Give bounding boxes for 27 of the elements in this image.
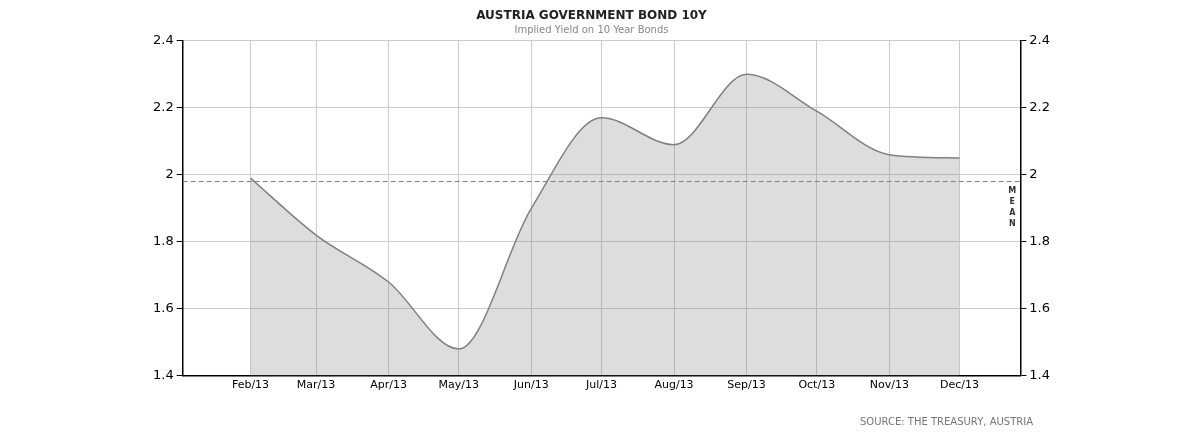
x-tick-label: Aug/13 — [654, 378, 694, 392]
y2-tick-label: 2.4 — [1029, 32, 1051, 48]
x-tick-label: Sep/13 — [727, 378, 766, 392]
x-tick-label: Dec/13 — [939, 378, 979, 392]
x-tick-label: Jul/13 — [585, 378, 617, 392]
y2-tick-label: 1.4 — [1029, 367, 1051, 383]
x-tick-label: Feb/13 — [231, 378, 270, 392]
y-tick-label: 2 — [165, 166, 174, 182]
x-tick-label: Jun/13 — [512, 378, 549, 392]
y-tick-label: 2.4 — [152, 32, 174, 48]
y-tick-label: 1.4 — [152, 367, 174, 383]
y-tick-label: 2.2 — [152, 99, 174, 115]
x-tick-label: Apr/13 — [370, 378, 407, 392]
y2-tick-label: 2.2 — [1029, 99, 1051, 115]
ref-line-label: MEAN — [1008, 185, 1017, 228]
y2-tick-label: 1.8 — [1029, 233, 1051, 249]
x-tick-label: Nov/13 — [869, 378, 909, 392]
x-tick-label: May/13 — [438, 378, 479, 392]
y-tick-label: 1.6 — [152, 300, 174, 316]
x-tick-label: Mar/13 — [296, 378, 336, 392]
y2-tick-label: 1.6 — [1029, 300, 1051, 316]
y-tick-label: 1.8 — [152, 233, 174, 249]
chart-subtitle: Implied Yield on 10 Year Bonds — [514, 24, 669, 35]
chart-title: AUSTRIA GOVERNMENT BOND 10Y — [475, 8, 708, 22]
source-note: SOURCE: THE TREASURY, AUSTRIA — [860, 416, 1033, 427]
x-tick-label: Oct/13 — [798, 378, 836, 392]
y2-tick-label: 2 — [1029, 166, 1038, 182]
